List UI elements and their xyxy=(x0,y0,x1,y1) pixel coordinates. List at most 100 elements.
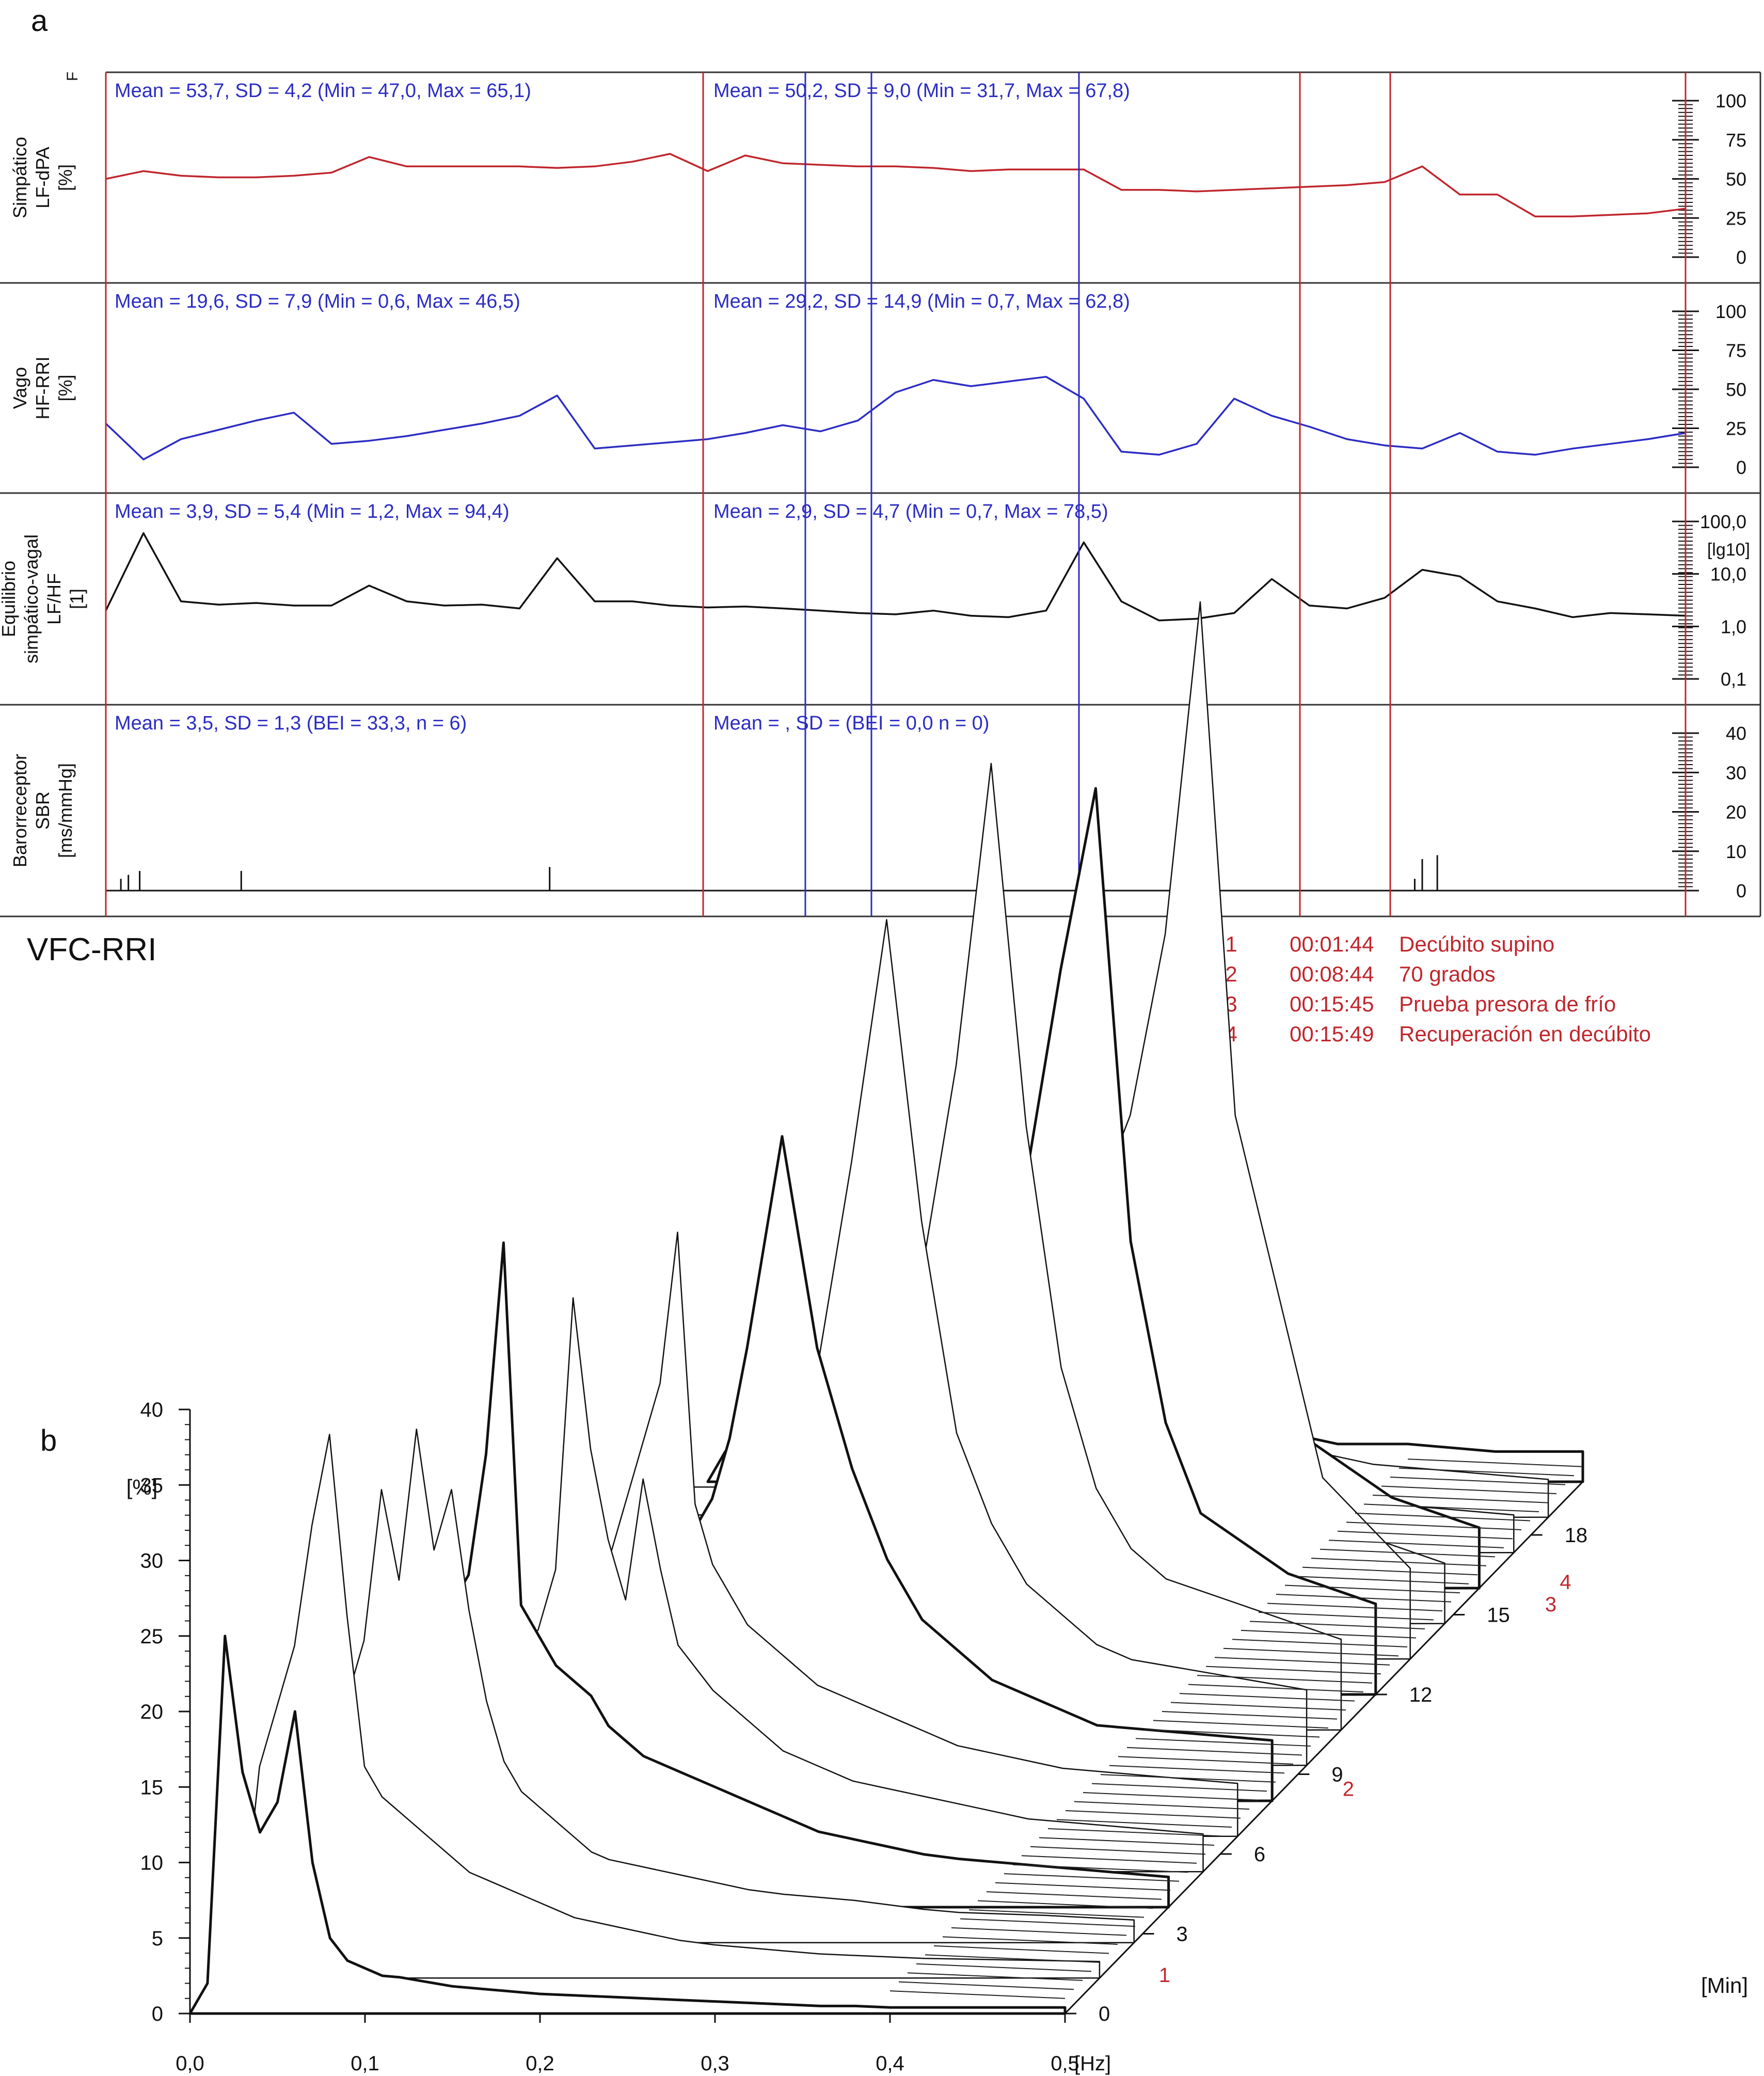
y-tick-label: 5 xyxy=(152,1927,163,1950)
y-axis-label-line: [%] xyxy=(55,164,76,191)
tick-label: 20 xyxy=(1726,802,1746,823)
tail-trace xyxy=(1100,1774,1276,1783)
y-axis-label-line: Equilibrio xyxy=(0,561,19,637)
z-tick-label: 12 xyxy=(1409,1684,1433,1706)
tick-label: 0 xyxy=(1736,457,1746,478)
y-axis-label-line: Barorreceptor xyxy=(9,754,30,867)
tick-label: 0,1 xyxy=(1721,669,1746,690)
tick-label: 75 xyxy=(1726,340,1746,361)
tail-trace xyxy=(1083,1792,1259,1801)
tick-label: 1,0 xyxy=(1721,616,1746,637)
tail-trace xyxy=(898,1981,1074,1990)
tick-label: 25 xyxy=(1726,418,1746,439)
tail-trace xyxy=(1399,1467,1575,1477)
tail-trace xyxy=(1390,1477,1566,1485)
tail-trace xyxy=(1302,1566,1478,1576)
y-axis-label: [%] xyxy=(126,1475,158,1499)
y-axis-label-line: [1] xyxy=(66,589,87,609)
tail-trace xyxy=(942,1936,1118,1945)
tail-trace xyxy=(1328,1540,1504,1548)
y-tick-label: 0 xyxy=(152,2003,163,2025)
tail-trace xyxy=(1004,1873,1180,1882)
tail-trace xyxy=(933,1945,1109,1954)
tail-trace xyxy=(995,1882,1171,1891)
y-tick-label: 35 xyxy=(140,1474,164,1497)
tick-label: 30 xyxy=(1726,762,1746,783)
tail-trace xyxy=(1126,1747,1302,1756)
stats-right: Mean = , SD = (BEI = 0,0 n = 0) xyxy=(713,712,989,734)
x-tick-label: 0,4 xyxy=(876,2052,904,2075)
y-tick-label: 10 xyxy=(140,1852,164,1875)
tail-trace xyxy=(1346,1522,1522,1530)
tail-trace xyxy=(1162,1710,1338,1720)
x-tick-label: 0,5 xyxy=(1051,2052,1079,2075)
event-depth-marker: 1 xyxy=(1159,1964,1170,1987)
event-legend: 1 00:01:44 Decúbito supino 2 00:08:44 70 grad… xyxy=(1225,932,1651,1046)
x-tick-label: 0,1 xyxy=(351,2052,379,2075)
z-axis-label: [Min] xyxy=(1701,1973,1748,1998)
tick-label: 50 xyxy=(1726,169,1746,190)
x-tick-label: 0,2 xyxy=(526,2052,554,2075)
tick-label: 25 xyxy=(1726,208,1746,229)
event-label: 70 grados xyxy=(1399,962,1496,986)
stats-left: Mean = 53,7, SD = 4,2 (Min = 47,0, Max =… xyxy=(115,80,531,102)
tail-trace xyxy=(1118,1756,1294,1765)
spectrum-trace xyxy=(188,1635,1067,2015)
z-axis-line xyxy=(1064,1481,1584,2015)
tick-label: 0 xyxy=(1736,880,1746,901)
tail-trace xyxy=(1205,1666,1381,1675)
tail-trace xyxy=(916,1963,1092,1972)
tail-trace xyxy=(1214,1657,1390,1666)
tail-trace xyxy=(1320,1548,1496,1558)
tail-trace xyxy=(1030,1846,1206,1855)
z-tick-label: 0 xyxy=(1099,2003,1110,2025)
y-tick-label: 40 xyxy=(140,1399,164,1421)
y-axis-label-line: [%] xyxy=(55,374,76,401)
x-tick-label: 0,3 xyxy=(701,2052,729,2075)
stats-left: Mean = 19,6, SD = 7,9 (Min = 0,6, Max = … xyxy=(115,291,520,312)
y-axis-label-line: [ms/mmHg] xyxy=(55,763,76,858)
y-axis-label-line: HF-RRI xyxy=(32,357,53,420)
tail-trace xyxy=(1381,1485,1557,1495)
tail-trace xyxy=(1012,1864,1188,1873)
tail-trace xyxy=(889,1990,1066,1999)
tick-label: 0 xyxy=(1736,247,1746,268)
tail-trace xyxy=(1337,1530,1513,1540)
y-tick-label: 25 xyxy=(140,1625,164,1648)
stats-right: Mean = 2,9, SD = 4,7 (Min = 0,7, Max = 7… xyxy=(713,501,1108,522)
z-tick-label: 15 xyxy=(1487,1604,1510,1627)
z-tick-label: 18 xyxy=(1565,1524,1588,1547)
event-time: 00:08:44 xyxy=(1290,962,1374,986)
tail-trace xyxy=(1047,1828,1223,1837)
tail-trace xyxy=(907,1972,1083,1981)
event-depth-marker: 2 xyxy=(1343,1778,1354,1800)
tail-trace xyxy=(1372,1494,1548,1503)
tail-trace xyxy=(968,1909,1145,1918)
z-tick-label: 3 xyxy=(1176,1923,1187,1946)
x-unit-label: [Hz] xyxy=(1074,2052,1111,2075)
tick-label: 50 xyxy=(1726,379,1746,400)
tail-trace xyxy=(960,1918,1136,1927)
x-tick-label: 0,0 xyxy=(176,2052,204,2075)
spectrum-trace xyxy=(258,1428,1135,1943)
event-time: 00:15:45 xyxy=(1290,992,1374,1016)
z-tick-label: 9 xyxy=(1331,1764,1343,1786)
series-line xyxy=(105,153,1686,217)
y-tick-label: 20 xyxy=(140,1701,164,1723)
tail-trace xyxy=(977,1900,1153,1909)
y-tick-label: 30 xyxy=(140,1550,164,1573)
strip-1: Simpático LF-dPA [%] F Mean = 53,7, SD = 4,2… xyxy=(9,72,1746,268)
tail-trace xyxy=(1258,1611,1434,1621)
tail-trace xyxy=(1267,1603,1443,1612)
series-line xyxy=(105,532,1686,622)
tail-trace xyxy=(1407,1459,1583,1467)
tail-trace xyxy=(1232,1639,1408,1647)
tail-trace xyxy=(1074,1801,1250,1810)
tail-trace xyxy=(1293,1576,1469,1584)
stats-right: Mean = 29,2, SD = 14,9 (Min = 0,7, Max =… xyxy=(713,291,1130,312)
tick-label: 10,0 xyxy=(1710,564,1746,585)
y-axis-label-line: LF/HF xyxy=(43,573,65,625)
y-tick-label: 15 xyxy=(140,1776,164,1799)
tail-trace xyxy=(1039,1837,1215,1846)
